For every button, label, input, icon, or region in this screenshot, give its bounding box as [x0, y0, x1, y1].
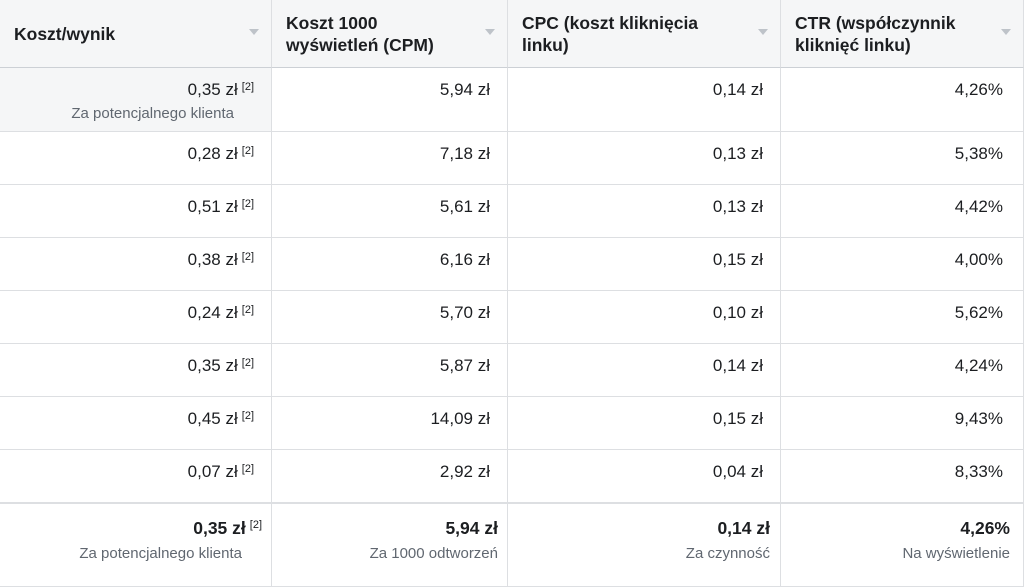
column-header-label: Koszt 1000 wyświetleń (CPM): [286, 13, 434, 55]
table-cell-cpm: 7,18 zł: [272, 132, 508, 185]
table-cell-cpc: 0,13 zł: [508, 132, 781, 185]
totals-cell-cpc: 0,14 zł Za czynność: [508, 503, 781, 587]
table-cell-ctr: 4,00%: [781, 238, 1024, 291]
table-cell-ctr: 5,62%: [781, 291, 1024, 344]
footnote-marker[interactable]: [2]: [241, 357, 254, 369]
sort-caret-down-icon[interactable]: [1001, 29, 1011, 35]
table-cell-cpm: 5,70 zł: [272, 291, 508, 344]
cell-value: 0,10 zł: [712, 303, 763, 322]
table-cell-cpm: 5,94 zł: [272, 68, 508, 132]
table-cell-cpc: 0,04 zł: [508, 450, 781, 503]
footnote-marker[interactable]: [2]: [241, 463, 254, 475]
cell-value: 8,33%: [954, 462, 1003, 481]
cell-subtext: Za potencjalnego klienta: [71, 105, 234, 122]
cell-value: 5,62%: [954, 303, 1003, 322]
total-value: 0,35 zł [2]: [193, 518, 262, 538]
total-subtext: Za czynność: [685, 545, 770, 562]
table-cell-cost-per-result: 0,51 zł [2]: [0, 185, 272, 238]
table-cell-cpm: 14,09 zł: [272, 397, 508, 450]
cell-value: 0,07 zł [2]: [187, 462, 254, 481]
table-cell-cpc: 0,10 zł: [508, 291, 781, 344]
table-cell-cpc: 0,15 zł: [508, 238, 781, 291]
column-header-cpc[interactable]: CPC (koszt kliknięcia linku): [508, 0, 781, 68]
sort-caret-down-icon[interactable]: [758, 29, 768, 35]
cell-value: 2,92 zł: [439, 462, 490, 481]
column-header-cost-per-result[interactable]: Koszt/wynik: [0, 0, 272, 68]
table-cell-cost-per-result: 0,35 zł [2]: [0, 344, 272, 397]
table-cell-cpc: 0,13 zł: [508, 185, 781, 238]
cell-value: 5,38%: [954, 144, 1003, 163]
footnote-marker[interactable]: [2]: [249, 519, 262, 531]
table-cell-ctr: 4,42%: [781, 185, 1024, 238]
total-value: 4,26%: [960, 518, 1010, 538]
cell-value: 4,00%: [954, 250, 1003, 269]
table-cell-cost-per-result: 0,45 zł [2]: [0, 397, 272, 450]
cell-value: 0,14 zł: [712, 80, 763, 99]
footnote-marker[interactable]: [2]: [241, 81, 254, 93]
table-cell-cost-per-result: 0,24 zł [2]: [0, 291, 272, 344]
table-cell-cpm: 2,92 zł: [272, 450, 508, 503]
cell-value: 5,87 zł: [439, 356, 490, 375]
cell-value: 0,13 zł: [712, 197, 763, 216]
table-cell-cpc: 0,14 zł: [508, 68, 781, 132]
column-header-label: CPC (koszt kliknięcia linku): [522, 13, 699, 55]
footnote-marker[interactable]: [2]: [241, 145, 254, 157]
cell-value: 0,14 zł: [712, 356, 763, 375]
cell-value: 0,15 zł: [712, 409, 763, 428]
table-cell-cost-per-result: 0,38 zł [2]: [0, 238, 272, 291]
column-header-label: Koszt/wynik: [14, 24, 116, 44]
cell-value: 0,45 zł [2]: [187, 409, 254, 428]
table-cell-ctr: 4,24%: [781, 344, 1024, 397]
footnote-marker[interactable]: [2]: [241, 410, 254, 422]
total-value: 0,14 zł: [717, 518, 770, 538]
sort-caret-down-icon[interactable]: [249, 29, 259, 35]
cell-value: 0,35 zł [2]: [187, 356, 254, 375]
cell-value: 0,51 zł [2]: [187, 197, 254, 216]
sort-caret-down-icon[interactable]: [485, 29, 495, 35]
table-cell-ctr: 9,43%: [781, 397, 1024, 450]
cell-value: 0,35 zł [2]: [187, 80, 254, 99]
cell-value: 0,24 zł [2]: [187, 303, 254, 322]
cell-value: 9,43%: [954, 409, 1003, 428]
cell-value: 5,70 zł: [439, 303, 490, 322]
column-header-label: CTR (współczynnik kliknięć linku): [795, 13, 956, 55]
table-cell-cost-per-result: 0,07 zł [2]: [0, 450, 272, 503]
cell-value: 5,61 zł: [439, 197, 490, 216]
cell-value: 6,16 zł: [439, 250, 490, 269]
table-cell-cpm: 5,87 zł: [272, 344, 508, 397]
column-header-ctr[interactable]: CTR (współczynnik kliknięć linku): [781, 0, 1024, 68]
table-cell-ctr: 8,33%: [781, 450, 1024, 503]
cell-value: 0,13 zł: [712, 144, 763, 163]
totals-cell-cpm: 5,94 zł Za 1000 odtworzeń: [272, 503, 508, 587]
table-cell-cpc: 0,15 zł: [508, 397, 781, 450]
table-cell-cost-per-result: 0,35 zł [2] Za potencjalnego klienta: [0, 68, 272, 132]
total-subtext: Za 1000 odtworzeń: [369, 545, 498, 562]
table-cell-ctr: 4,26%: [781, 68, 1024, 132]
cell-value: 0,04 zł: [712, 462, 763, 481]
table-cell-cost-per-result: 0,28 zł [2]: [0, 132, 272, 185]
cell-value: 4,24%: [954, 356, 1003, 375]
cell-value: 5,94 zł: [439, 80, 490, 99]
footnote-marker[interactable]: [2]: [241, 304, 254, 316]
footnote-marker[interactable]: [2]: [241, 198, 254, 210]
table-cell-cpm: 5,61 zł: [272, 185, 508, 238]
totals-cell-ctr: 4,26% Na wyświetlenie: [781, 503, 1024, 587]
cell-value: 0,28 zł [2]: [187, 144, 254, 163]
table-cell-cpm: 6,16 zł: [272, 238, 508, 291]
total-subtext: Na wyświetlenie: [902, 545, 1010, 562]
table-cell-cpc: 0,14 zł: [508, 344, 781, 397]
footnote-marker[interactable]: [2]: [241, 251, 254, 263]
cell-value: 0,15 zł: [712, 250, 763, 269]
table-cell-ctr: 5,38%: [781, 132, 1024, 185]
total-subtext: Za potencjalnego klienta: [79, 545, 242, 562]
column-header-cpm[interactable]: Koszt 1000 wyświetleń (CPM): [272, 0, 508, 68]
cell-value: 7,18 zł: [439, 144, 490, 163]
cell-value: 4,42%: [954, 197, 1003, 216]
cell-value: 14,09 zł: [430, 409, 490, 428]
cell-value: 0,38 zł [2]: [187, 250, 254, 269]
cell-value: 4,26%: [954, 80, 1003, 99]
total-value: 5,94 zł: [445, 518, 498, 538]
totals-cell-cost-per-result: 0,35 zł [2] Za potencjalnego klienta: [0, 503, 272, 587]
